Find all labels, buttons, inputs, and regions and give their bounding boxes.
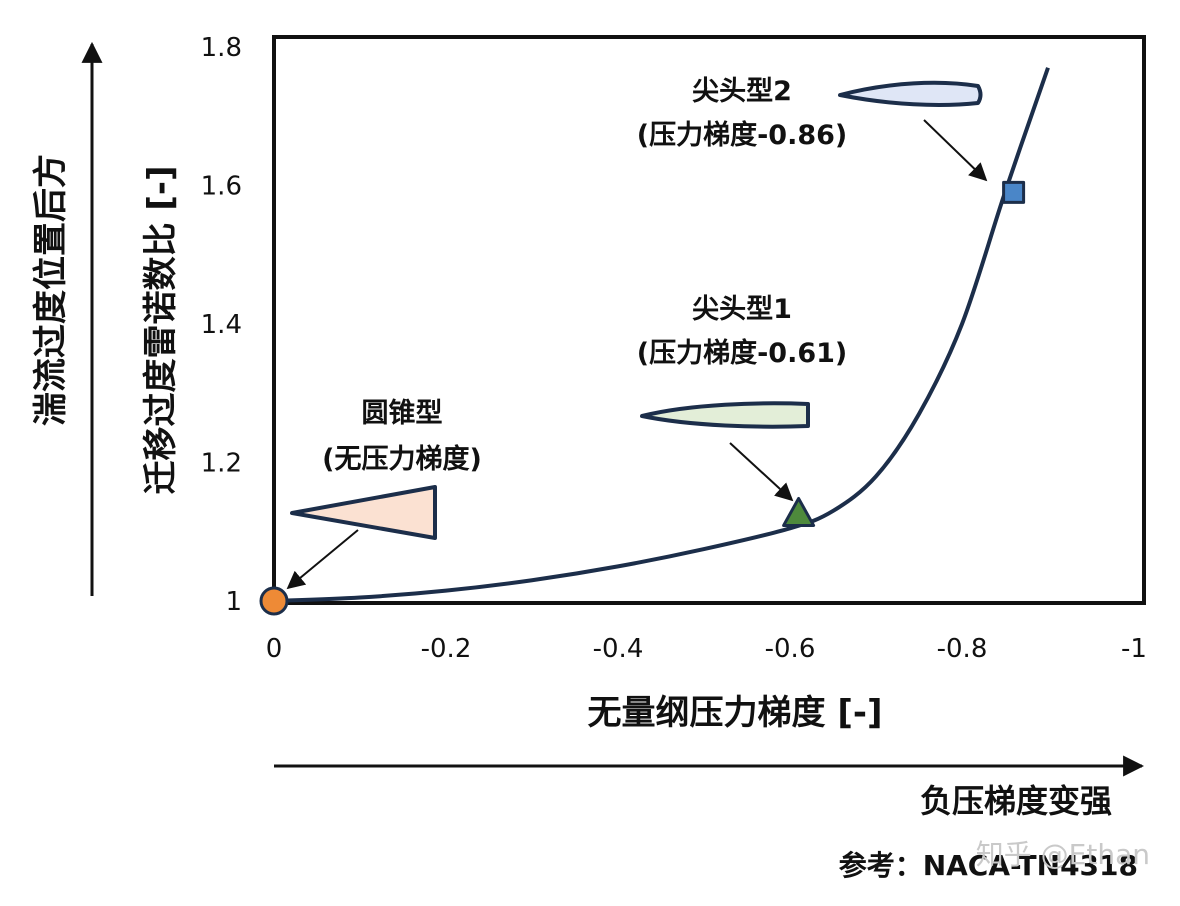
y-tick-label: 1 — [225, 587, 242, 617]
sharp2-pointer-arrow — [923, 119, 988, 182]
y-axis-title: 迁移过度雷诺数比 [-] — [141, 165, 181, 494]
x-trend-label: 负压梯度变强 — [920, 782, 1112, 820]
x-tick-label: -0.6 — [765, 634, 816, 664]
x-tick-label: 0 — [266, 634, 283, 664]
sharp-shape-1-icon — [640, 401, 810, 429]
reference-note: 参考：NACA-TN4318 — [839, 849, 1138, 882]
sharp2-label-line2: (压力梯度-0.86) — [637, 119, 848, 151]
cone-label-line2: (无压力梯度) — [322, 443, 482, 475]
sharp1-label-line2: (压力梯度-0.61) — [637, 337, 848, 369]
sharp1-label-line1: 尖头型1 — [692, 294, 792, 325]
cone-shape-icon — [290, 485, 437, 540]
x-tick-label: -1 — [1121, 634, 1147, 664]
x-tick-label: -0.8 — [937, 634, 988, 664]
cone-label-line1: 圆锥型 — [362, 398, 443, 429]
cone-pointer-arrow — [286, 529, 359, 590]
y-tick-labels: 1 1.2 1.4 1.6 1.8 — [201, 33, 242, 617]
marker-triangle — [782, 496, 816, 527]
marker-circle — [259, 586, 289, 616]
sharp-shape-2-icon — [838, 80, 983, 107]
x-tick-labels: 0 -0.2 -0.4 -0.6 -0.8 -1 — [266, 634, 1147, 664]
data-markers — [259, 180, 1026, 616]
data-curve — [273, 67, 1050, 603]
watermark: 知乎 @Ethan — [976, 838, 1150, 871]
x-tick-label: -0.4 — [593, 634, 644, 664]
y-tick-label: 1.4 — [201, 310, 242, 340]
x-axis-title: 无量纲压力梯度 [-] — [587, 693, 882, 733]
y-tick-label: 1.8 — [201, 33, 242, 63]
marker-square — [1002, 180, 1026, 204]
sharp1-pointer-arrow — [729, 442, 794, 502]
y-tick-label: 1.2 — [201, 449, 242, 479]
y-tick-label: 1.6 — [201, 172, 242, 202]
y-trend-title: 湍流过度位置后方 — [31, 154, 71, 426]
x-tick-label: -0.2 — [421, 634, 472, 664]
sharp2-label-line1: 尖头型2 — [692, 76, 792, 107]
